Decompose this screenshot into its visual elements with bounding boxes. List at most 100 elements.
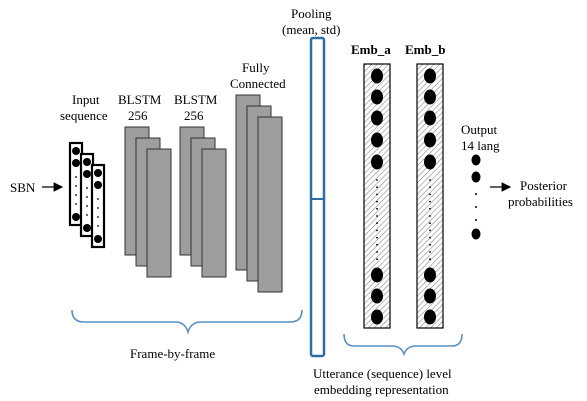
emb-b-dot	[429, 236, 431, 239]
blstm2-label-line2: 256	[184, 108, 204, 123]
frame-by-frame-brace	[71, 309, 303, 335]
output-node	[471, 154, 481, 166]
output-node	[471, 171, 481, 183]
input-frame-dot	[75, 176, 77, 178]
blstm1-label-line1: BLSTM	[118, 92, 162, 107]
emb-a-dot	[376, 229, 378, 232]
input-label-line2: sequence	[60, 108, 108, 123]
output-nodes	[471, 154, 481, 240]
output-dot	[475, 206, 477, 208]
input-frame-dot	[86, 214, 88, 216]
emb-a-column	[363, 63, 391, 329]
emb-a-dot	[376, 251, 378, 253]
pooling-bar	[309, 36, 326, 358]
output-label-line2: 14 lang	[461, 138, 500, 153]
emb-b-node	[424, 89, 436, 105]
emb-b-node	[424, 309, 436, 325]
input-frame-dot	[86, 205, 88, 207]
emb-b-dot	[429, 207, 431, 210]
emb-b-dot	[429, 186, 431, 189]
fc-label-line1: Fully	[242, 60, 270, 75]
input-frame-node	[83, 158, 91, 166]
emb-a-node	[371, 288, 383, 304]
input-frame-dot	[97, 207, 99, 209]
output-dot	[475, 193, 477, 195]
emb-b-nodes	[424, 68, 436, 325]
input-frame-node	[72, 213, 80, 221]
utterance-label-line1: Utterance (sequence) level	[313, 366, 452, 381]
emb-a-dot	[376, 215, 378, 217]
emb-b-node	[424, 132, 436, 148]
emb-a-node	[371, 68, 383, 84]
input-sequence-frames	[68, 141, 106, 249]
input-frame-node	[72, 147, 80, 155]
posterior-label-line2: probabilities	[508, 194, 573, 209]
emb-b-dot	[429, 179, 431, 181]
input-frame-dot	[97, 198, 99, 200]
emb-b-dot	[429, 193, 431, 196]
emb-b-dot	[429, 229, 431, 232]
emb-a-node	[371, 132, 383, 148]
sbn-label: SBN	[10, 180, 36, 195]
emb-a-dot	[376, 222, 378, 225]
input-frame-3	[90, 163, 106, 249]
input-frame-dot	[86, 196, 88, 198]
utterance-brace	[343, 333, 463, 357]
emb-a-node	[371, 89, 383, 105]
output-label-line1: Output	[461, 122, 498, 137]
emb-b-node	[424, 288, 436, 304]
emb-b-node	[424, 267, 436, 283]
emb-b-dot	[429, 251, 431, 253]
emb-a-node	[371, 110, 383, 126]
emb-a-nodes	[371, 68, 383, 325]
emb-a-node	[371, 154, 383, 170]
posterior-label-line1: Posterior	[520, 178, 568, 193]
fc-label-line2: Connected	[230, 76, 286, 91]
emb-a-label: Emb_a	[351, 42, 391, 57]
blstm1-layer-stack	[124, 126, 172, 278]
input-frame-node	[94, 235, 102, 243]
emb-b-dot	[429, 200, 431, 203]
emb-b-label: Emb_b	[405, 42, 445, 57]
input-frame-dot	[75, 203, 77, 205]
output-node	[471, 228, 481, 240]
input-frame-node	[83, 224, 91, 232]
emb-b-dot	[429, 243, 431, 246]
input-label-line1: Input	[72, 92, 100, 107]
blstm1-layer-3	[146, 148, 172, 278]
emb-b-dot	[429, 222, 431, 225]
emb-a-dot	[376, 193, 378, 196]
blstm2-label-line1: BLSTM	[174, 92, 218, 107]
input-frame-node	[72, 159, 80, 167]
emb-b-node	[424, 154, 436, 170]
input-frame-dot	[97, 216, 99, 218]
emb-a-dot	[376, 258, 378, 261]
input-frame-node	[83, 170, 91, 178]
utterance-label-line2: embedding representation	[314, 382, 449, 397]
input-frame-dot	[75, 185, 77, 187]
blstm2-layer-3	[201, 148, 227, 278]
input-frame-dot	[75, 194, 77, 196]
emb-b-node	[424, 110, 436, 126]
input-frame-node	[94, 181, 102, 189]
input-frame-node	[94, 169, 102, 177]
blstm2-layer-stack	[179, 126, 227, 278]
input-frame-dot	[97, 225, 99, 227]
emb-b-node	[424, 68, 436, 84]
emb-a-dot	[376, 186, 378, 189]
blstm1-label-line2: 256	[128, 108, 148, 123]
emb-b-dot	[429, 258, 431, 261]
fc-layer-stack	[235, 94, 283, 293]
fc-layer-3	[257, 116, 283, 293]
emb-a-dot	[376, 236, 378, 239]
emb-b-dot	[429, 215, 431, 217]
emb-b-column	[416, 63, 444, 329]
emb-a-dot	[376, 200, 378, 203]
emb-a-dot	[376, 243, 378, 246]
pooling-label-line2: (mean, std)	[282, 22, 340, 37]
pooling-label-line1: Pooling	[291, 6, 332, 21]
emb-a-node	[371, 267, 383, 283]
input-frame-dot	[86, 187, 88, 189]
